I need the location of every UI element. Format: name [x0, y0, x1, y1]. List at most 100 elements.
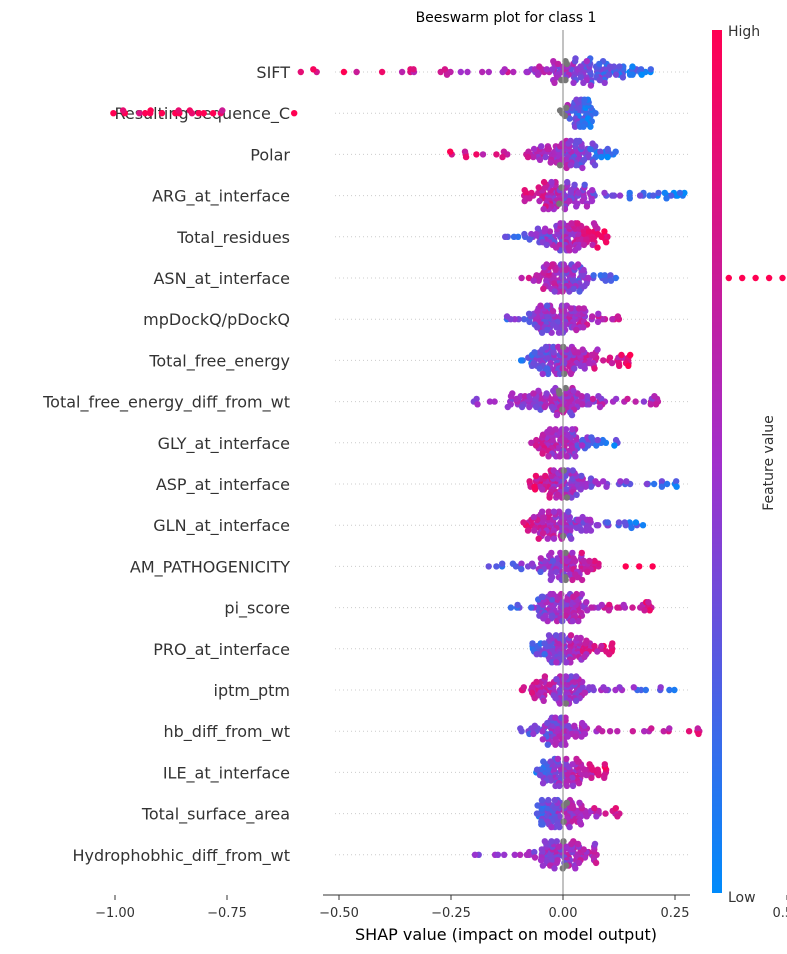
feature-label: GLY_at_interface	[158, 434, 290, 454]
shap-point	[540, 615, 547, 622]
shap-point	[555, 329, 563, 336]
shap-point	[569, 617, 576, 625]
shap-point	[529, 640, 536, 647]
shap-point	[536, 771, 544, 779]
shap-point	[568, 840, 575, 848]
colorbar-high-label: High	[728, 24, 760, 40]
shap-point	[629, 63, 636, 70]
shap-point	[575, 859, 583, 867]
shap-point	[587, 483, 595, 490]
shap-point	[547, 576, 554, 584]
shap-point	[598, 642, 605, 650]
shap-point	[611, 442, 618, 449]
shap-point	[548, 549, 555, 557]
shap-point	[589, 241, 596, 249]
shap-point	[531, 694, 538, 702]
shap-point	[574, 220, 581, 227]
shap-point	[594, 436, 601, 444]
x-tick-label: −0.25	[431, 906, 471, 921]
shap-point	[588, 774, 595, 781]
shap-point	[591, 642, 598, 650]
shap-point	[568, 494, 575, 501]
shap-point	[572, 697, 580, 704]
shap-point	[530, 153, 537, 161]
shap-point	[545, 632, 553, 639]
shap-point	[547, 159, 554, 166]
shap-point	[549, 66, 556, 73]
shap-point	[579, 164, 586, 172]
shap-point	[491, 398, 498, 405]
shap-point	[695, 730, 702, 738]
shap-point	[544, 719, 551, 727]
shap-point	[410, 66, 417, 73]
x-tick-label: −1.00	[95, 906, 135, 921]
shap-point	[530, 513, 537, 521]
shap-point	[536, 156, 544, 163]
shap-point	[110, 110, 117, 117]
shap-point	[473, 151, 480, 158]
shap-point	[536, 63, 543, 70]
shap-point	[575, 617, 582, 625]
shap-point	[587, 123, 594, 130]
shap-point	[554, 755, 562, 763]
shap-point	[574, 349, 582, 356]
shap-point	[552, 694, 559, 702]
shap-point	[543, 302, 551, 309]
shap-point	[158, 110, 166, 117]
x-tick-label: 0.25	[661, 906, 690, 921]
shap-point	[616, 63, 623, 70]
shap-point	[560, 818, 567, 825]
feature-label: Total_free_energy_diff_from_wt	[42, 393, 290, 413]
shap-point	[543, 326, 551, 334]
shap-point	[595, 310, 602, 317]
shap-point	[637, 66, 645, 73]
shap-point	[636, 563, 643, 570]
shap-point	[525, 310, 533, 317]
shap-point	[526, 195, 533, 202]
shap-point	[543, 241, 550, 249]
shap-point	[517, 725, 524, 732]
shap-point	[574, 840, 582, 848]
shap-point	[578, 472, 585, 480]
shap-point	[646, 607, 653, 614]
shap-point	[557, 220, 564, 227]
shap-point	[589, 313, 596, 320]
shap-point	[694, 725, 701, 732]
shap-point	[568, 535, 575, 542]
shap-point	[603, 483, 610, 490]
shap-point	[533, 403, 540, 411]
shap-point	[618, 351, 625, 359]
shap-point	[580, 324, 587, 331]
shap-point	[563, 104, 570, 112]
shap-point	[549, 307, 557, 315]
shap-point	[590, 220, 598, 227]
x-tick-label: −0.50	[319, 906, 359, 921]
shap-point	[580, 266, 587, 274]
shap-point	[568, 411, 576, 419]
shap-point	[553, 676, 560, 683]
shap-point	[578, 442, 586, 449]
shap-point	[378, 68, 386, 76]
shap-point	[539, 530, 547, 537]
shap-point	[612, 805, 619, 812]
shap-point	[589, 187, 596, 194]
shap-point	[536, 197, 543, 205]
shap-point	[581, 653, 588, 661]
shap-point	[186, 107, 193, 114]
shap-point	[622, 563, 629, 570]
shap-point	[573, 755, 580, 763]
shap-point	[577, 74, 584, 81]
shap-point	[602, 277, 609, 284]
shap-point	[589, 684, 596, 691]
shap-point	[570, 555, 577, 562]
shap-point	[752, 274, 759, 282]
shap-point	[579, 436, 586, 444]
shap-point	[561, 370, 568, 378]
shap-point	[514, 601, 521, 609]
shap-point	[572, 571, 579, 578]
shap-point	[595, 771, 602, 779]
shap-point	[589, 395, 597, 403]
shap-point	[493, 151, 500, 158]
shap-point	[628, 524, 635, 532]
shap-point	[578, 393, 585, 400]
